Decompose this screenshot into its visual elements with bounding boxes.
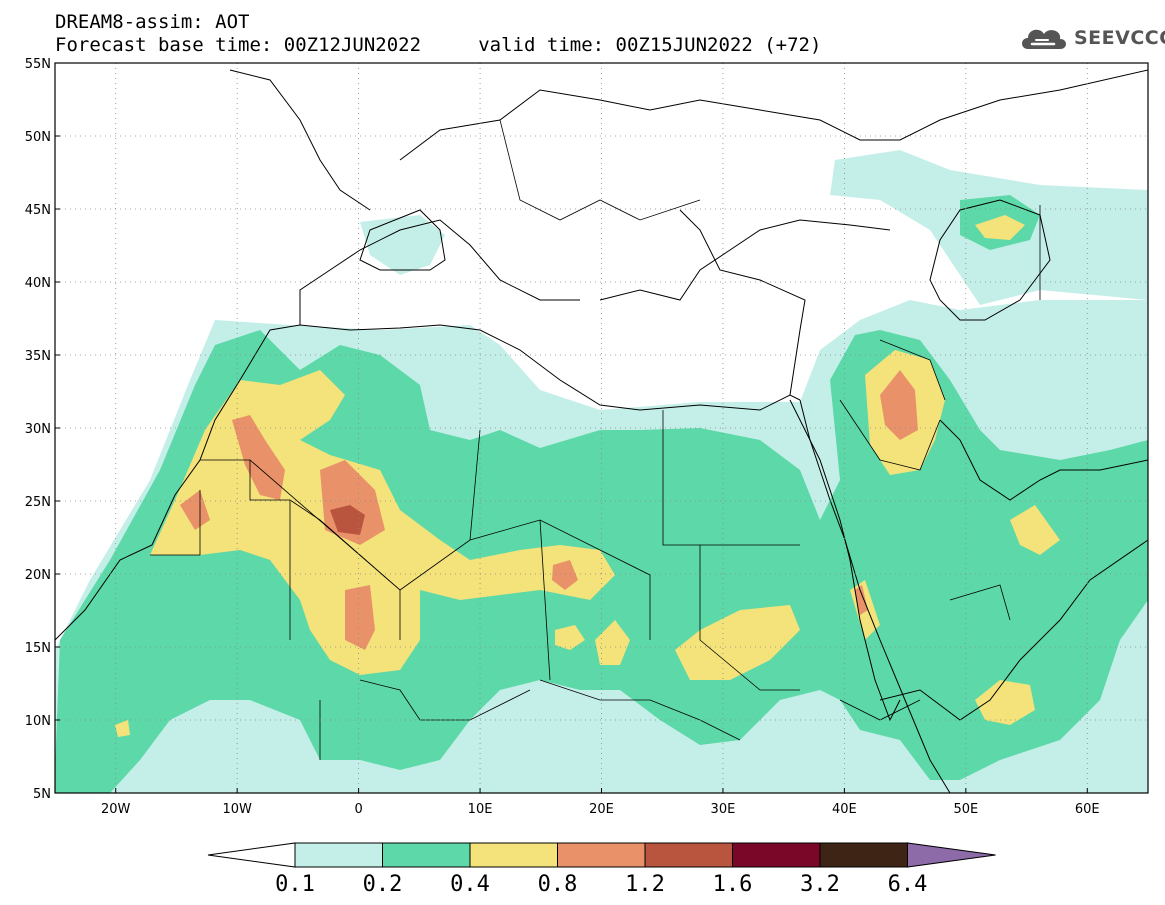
lon-tick-label: 50E [953, 802, 978, 817]
lat-tick-label: 55N [25, 57, 51, 72]
lat-tick-label: 20N [25, 568, 51, 583]
country-borders [150, 119, 1041, 760]
lat-tick-label: 15N [25, 641, 51, 656]
lon-tick-label: 10E [468, 802, 493, 817]
colorbar-label: 0.1 [275, 872, 315, 897]
colorbar-label: 0.2 [363, 872, 403, 897]
colorbar-swatch [382, 842, 471, 868]
colorbar-label: 0.8 [538, 872, 578, 897]
longitude-labels: 20W 10W 0 10E 20E 30E 40E 50E 60E [101, 788, 1100, 817]
logo-text: SEEVCCC [1074, 27, 1165, 49]
colorbar-extend-low [207, 842, 296, 868]
map-title: DREAM8-assim: AOT [55, 11, 250, 33]
lon-tick-label: 40E [832, 802, 857, 817]
aot-fields [55, 150, 1148, 793]
colorbar-label: 0.4 [450, 872, 490, 897]
colorbar-swatch [294, 842, 383, 868]
lon-tick-label: 20E [589, 802, 614, 817]
colorbar-label: 6.4 [888, 872, 928, 897]
colorbar-swatch [469, 842, 558, 868]
lon-tick-label: 30E [711, 802, 736, 817]
coastlines [55, 69, 1148, 793]
colorbar: 0.1 0.2 0.4 0.8 1.2 1.6 3.2 6.4 [207, 842, 996, 897]
seevccc-logo: SEEVCCC [1018, 22, 1165, 54]
cloud-icon [1022, 29, 1066, 49]
colorbar-label: 1.2 [625, 872, 665, 897]
lat-tick-label: 40N [25, 276, 51, 291]
colorbar-swatch [819, 842, 908, 868]
lon-tick-label: 20W [101, 802, 131, 817]
lat-tick-label: 5N [33, 787, 51, 802]
forecast-times: Forecast base time: 00Z12JUN2022 valid t… [55, 34, 822, 56]
lon-tick-label: 10W [222, 802, 252, 817]
lat-tick-label: 50N [25, 130, 51, 145]
lon-tick-label: 60E [1075, 802, 1100, 817]
gridlines [55, 63, 1148, 793]
colorbar-label: 1.6 [713, 872, 753, 897]
lat-tick-label: 35N [25, 349, 51, 364]
latitude-labels: 55N 50N 45N 40N 35N 30N 25N 20N 15N 10N 5N [25, 57, 60, 802]
lat-tick-label: 10N [25, 714, 51, 729]
colorbar-swatch [732, 842, 821, 868]
colorbar-extend-high [907, 842, 996, 868]
lat-tick-label: 25N [25, 495, 51, 510]
colorbar-swatch [644, 842, 733, 868]
lon-tick-label: 0 [354, 802, 362, 817]
lat-tick-label: 30N [25, 422, 51, 437]
colorbar-label: 3.2 [800, 872, 840, 897]
aot-level-1.2 [330, 505, 365, 535]
colorbar-swatch [557, 842, 646, 868]
lat-tick-label: 45N [25, 203, 51, 218]
